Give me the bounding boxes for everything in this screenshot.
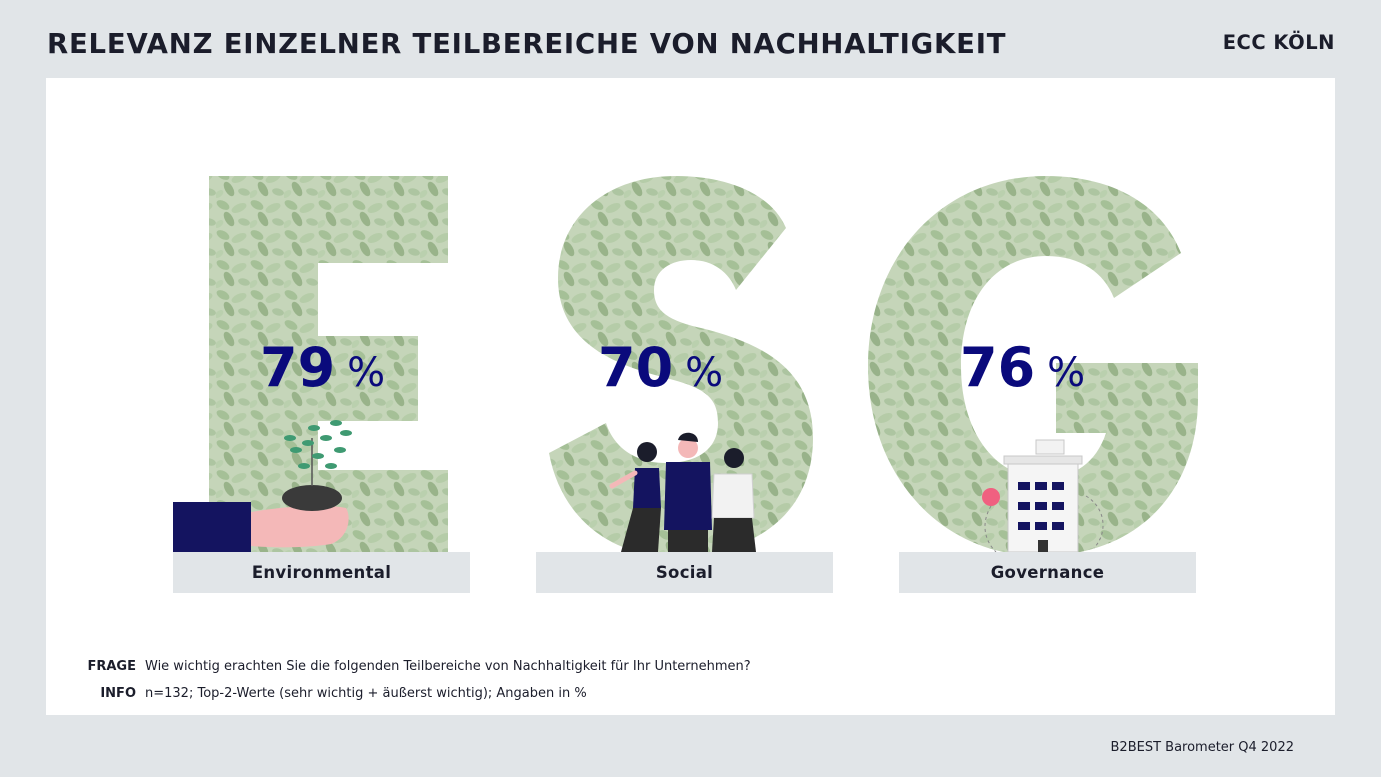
content-panel: 79% 70% 76% Environmental Social Governa… <box>46 78 1335 715</box>
people-group-icon <box>609 432 756 552</box>
value-number: 70 <box>598 336 674 399</box>
category-label: Social <box>655 563 714 582</box>
ecc-koeln-logo: ECC KÖLN <box>1222 31 1335 54</box>
question-text: Wie wichtig erachten Sie die folgenden T… <box>145 659 751 674</box>
value-unit: % <box>347 350 386 396</box>
hand-with-plant-icon <box>173 420 352 552</box>
esg-leaf-letters <box>173 176 1198 556</box>
question-label: FRAGE <box>87 659 136 674</box>
info-note: INFO n=132; Top-2-Werte (sehr wichtig + ä… <box>46 686 1246 701</box>
value-unit: % <box>685 350 724 396</box>
value-governance: 76% <box>960 336 1085 399</box>
category-box-social: Social <box>536 552 833 593</box>
source-footer: B2BEST Barometer Q4 2022 <box>1110 740 1295 755</box>
category-box-environmental: Environmental <box>173 552 470 593</box>
category-box-governance: Governance <box>899 552 1196 593</box>
value-number: 79 <box>260 336 336 399</box>
value-environmental: 79% <box>260 336 385 399</box>
value-social: 70% <box>598 336 723 399</box>
value-unit: % <box>1047 350 1086 396</box>
question-note: FRAGE Wie wichtig erachten Sie die folgen… <box>46 659 1246 674</box>
category-label: Environmental <box>251 563 392 582</box>
value-number: 76 <box>960 336 1036 399</box>
office-building-icon <box>982 439 1104 553</box>
page-title: RELEVANZ EINZELNER TEILBEREICHE VON NACH… <box>47 28 1007 60</box>
esg-graphic: 79% 70% 76% <box>46 78 1335 608</box>
category-label: Governance <box>990 563 1105 582</box>
info-label: INFO <box>100 686 136 701</box>
info-text: n=132; Top-2-Werte (sehr wichtig + äußer… <box>145 686 587 701</box>
